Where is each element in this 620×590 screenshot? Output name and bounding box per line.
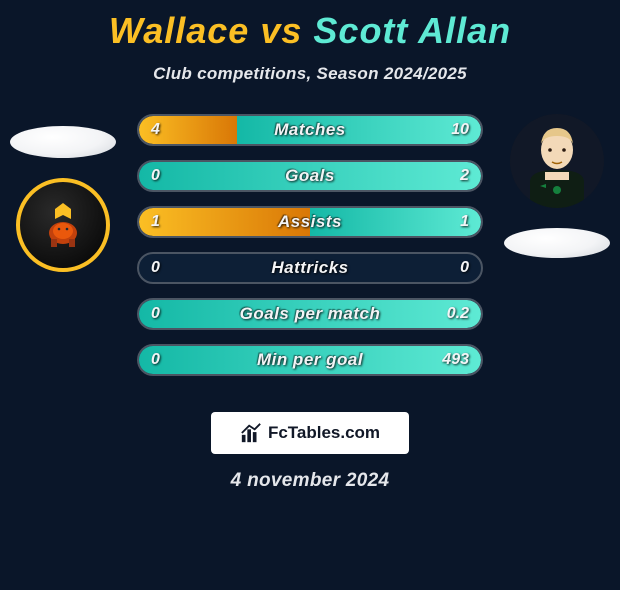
- stat-bar-min-per-goal: 0493Min per goal: [137, 344, 483, 376]
- stat-label: Goals: [139, 162, 481, 190]
- comparison-title: Wallace vs Scott Allan: [0, 10, 620, 52]
- stat-bar-hattricks: 00Hattricks: [137, 252, 483, 284]
- player2-avatar: [510, 114, 604, 208]
- date-label: 4 november 2024: [0, 470, 620, 492]
- brand-badge: FcTables.com: [211, 412, 409, 454]
- player2-club-placeholder: [504, 228, 610, 258]
- vs-label: vs: [260, 10, 302, 51]
- stat-label: Hattricks: [139, 254, 481, 282]
- stat-label: Matches: [139, 116, 481, 144]
- stat-bar-matches: 410Matches: [137, 114, 483, 146]
- stat-bar-assists: 11Assists: [137, 206, 483, 238]
- player1-avatar-placeholder: [10, 126, 116, 158]
- stat-label: Assists: [139, 208, 481, 236]
- stat-bar-goals-per-match: 00.2Goals per match: [137, 298, 483, 330]
- stat-bar-goals: 02Goals: [137, 160, 483, 192]
- player2-name: Scott Allan: [313, 10, 511, 51]
- stat-label: Min per goal: [139, 346, 481, 374]
- stat-label: Goals per match: [139, 300, 481, 328]
- brand-logo-icon: [240, 422, 262, 444]
- comparison-content: 410Matches 02Goals 11Assists 00Hattricks 00.…: [0, 114, 620, 394]
- comparison-bars: 410Matches 02Goals 11Assists 00Hattricks 00.…: [137, 114, 483, 390]
- player2-column: [502, 114, 612, 258]
- brand-text: FcTables.com: [268, 423, 380, 443]
- player1-column: [8, 114, 118, 272]
- club-crest-icon: [33, 195, 93, 255]
- player1-name: Wallace: [109, 10, 249, 51]
- player1-club-badge: [16, 178, 110, 272]
- subtitle: Club competitions, Season 2024/2025: [0, 64, 620, 84]
